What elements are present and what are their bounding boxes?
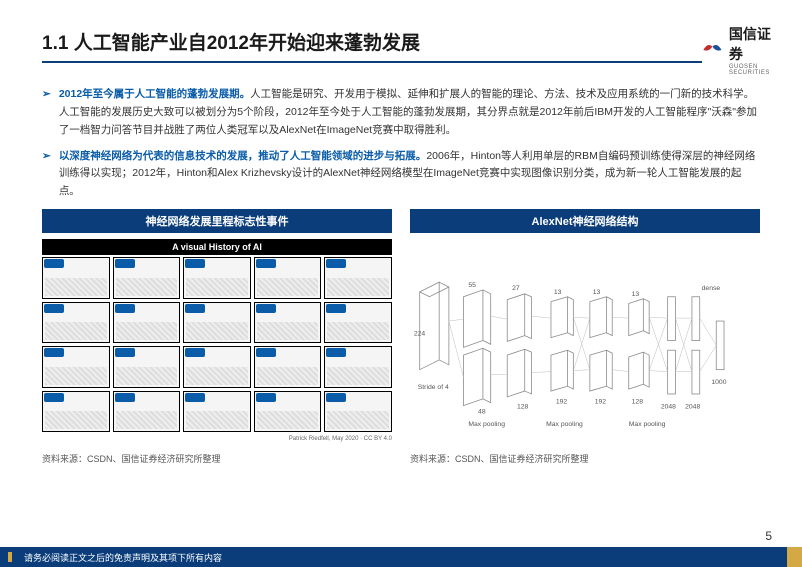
footer: 请务必阅读正文之后的免责声明及其项下所有内容 xyxy=(0,547,802,567)
figures-row: 神经网络发展里程标志性事件 A visual History of AI Pat… xyxy=(42,209,760,465)
history-grid: A visual History of AI Patrick Riedfell,… xyxy=(42,239,392,442)
svg-text:Max pooling: Max pooling xyxy=(629,421,666,428)
svg-text:192: 192 xyxy=(556,399,568,406)
logo-text-wrap: 国信证券 GUOSEN SECURITIES xyxy=(729,24,779,76)
history-subtitle: A visual History of AI xyxy=(42,239,392,255)
logo-sub: GUOSEN SECURITIES xyxy=(729,64,779,76)
page-title: 1.1 人工智能产业自2012年开始迎来蓬勃发展 xyxy=(42,28,702,55)
footer-bar: 请务必阅读正文之后的免责声明及其项下所有内容 xyxy=(0,547,802,567)
svg-text:dense: dense xyxy=(702,285,721,292)
svg-text:2048: 2048 xyxy=(685,404,700,411)
figure-left: 神经网络发展里程标志性事件 A visual History of AI Pat… xyxy=(42,209,392,465)
svg-text:13: 13 xyxy=(593,289,601,296)
logo: 国信证券 GUOSEN SECURITIES xyxy=(702,24,779,76)
arrow-icon: ➢ xyxy=(42,148,51,202)
svg-text:13: 13 xyxy=(554,289,562,296)
history-credit: Patrick Riedfell, May 2020 · CC BY 4.0 xyxy=(42,436,392,442)
fig-body-right: 224 55 27 13 13 13 48 128 192 192 128 20… xyxy=(410,233,760,448)
bullet-text: 以深度神经网络为代表的信息技术的发展，推动了人工智能领域的进步与拓展。2006年… xyxy=(59,148,760,202)
bullet-2: ➢ 以深度神经网络为代表的信息技术的发展，推动了人工智能领域的进步与拓展。200… xyxy=(42,148,760,202)
footer-text: 请务必阅读正文之后的免责声明及其项下所有内容 xyxy=(24,551,222,564)
svg-text:27: 27 xyxy=(512,285,520,292)
header: 1.1 人工智能产业自2012年开始迎来蓬勃发展 国信证券 GUOSEN SEC… xyxy=(0,0,802,76)
fig-title-left: 神经网络发展里程标志性事件 xyxy=(42,209,392,233)
svg-text:48: 48 xyxy=(478,408,486,415)
svg-text:Stride of 4: Stride of 4 xyxy=(418,384,449,391)
bullet-text: 2012年至今属于人工智能的蓬勃发展期。人工智能是研究、开发用于模拟、延伸和扩展… xyxy=(59,86,760,140)
title-wrap: 1.1 人工智能产业自2012年开始迎来蓬勃发展 xyxy=(42,28,702,63)
svg-text:192: 192 xyxy=(595,399,607,406)
svg-text:2048: 2048 xyxy=(661,404,676,411)
svg-text:13: 13 xyxy=(632,291,640,298)
svg-text:1000: 1000 xyxy=(711,379,726,386)
source-left: 资料来源：CSDN、国信证券经济研究所整理 xyxy=(42,452,392,465)
svg-text:55: 55 xyxy=(468,282,476,289)
bullet-emph: 以深度神经网络为代表的信息技术的发展，推动了人工智能领域的进步与拓展。 xyxy=(59,150,427,162)
svg-text:128: 128 xyxy=(632,399,644,406)
bullet-emph: 2012年至今属于人工智能的蓬勃发展期。 xyxy=(59,88,250,100)
svg-text:128: 128 xyxy=(517,404,529,411)
content: ➢ 2012年至今属于人工智能的蓬勃发展期。人工智能是研究、开发用于模拟、延伸和… xyxy=(0,76,802,465)
alexnet-diagram: 224 55 27 13 13 13 48 128 192 192 128 20… xyxy=(410,239,760,442)
page-number: 5 xyxy=(765,529,772,543)
bullet-1: ➢ 2012年至今属于人工智能的蓬勃发展期。人工智能是研究、开发用于模拟、延伸和… xyxy=(42,86,760,140)
fig-body-left: A visual History of AI Patrick Riedfell,… xyxy=(42,233,392,448)
source-right: 资料来源：CSDN、国信证券经济研究所整理 xyxy=(410,452,760,465)
logo-name: 国信证券 xyxy=(729,24,779,64)
title-underline xyxy=(42,61,702,63)
svg-text:Max pooling: Max pooling xyxy=(468,421,505,428)
fig-title-right: AlexNet神经网络结构 xyxy=(410,209,760,233)
logo-icon xyxy=(702,37,723,63)
arrow-icon: ➢ xyxy=(42,86,51,140)
history-rows xyxy=(42,257,392,432)
svg-text:224: 224 xyxy=(414,331,426,338)
figure-right: AlexNet神经网络结构 xyxy=(410,209,760,465)
svg-text:Max pooling: Max pooling xyxy=(546,421,583,428)
